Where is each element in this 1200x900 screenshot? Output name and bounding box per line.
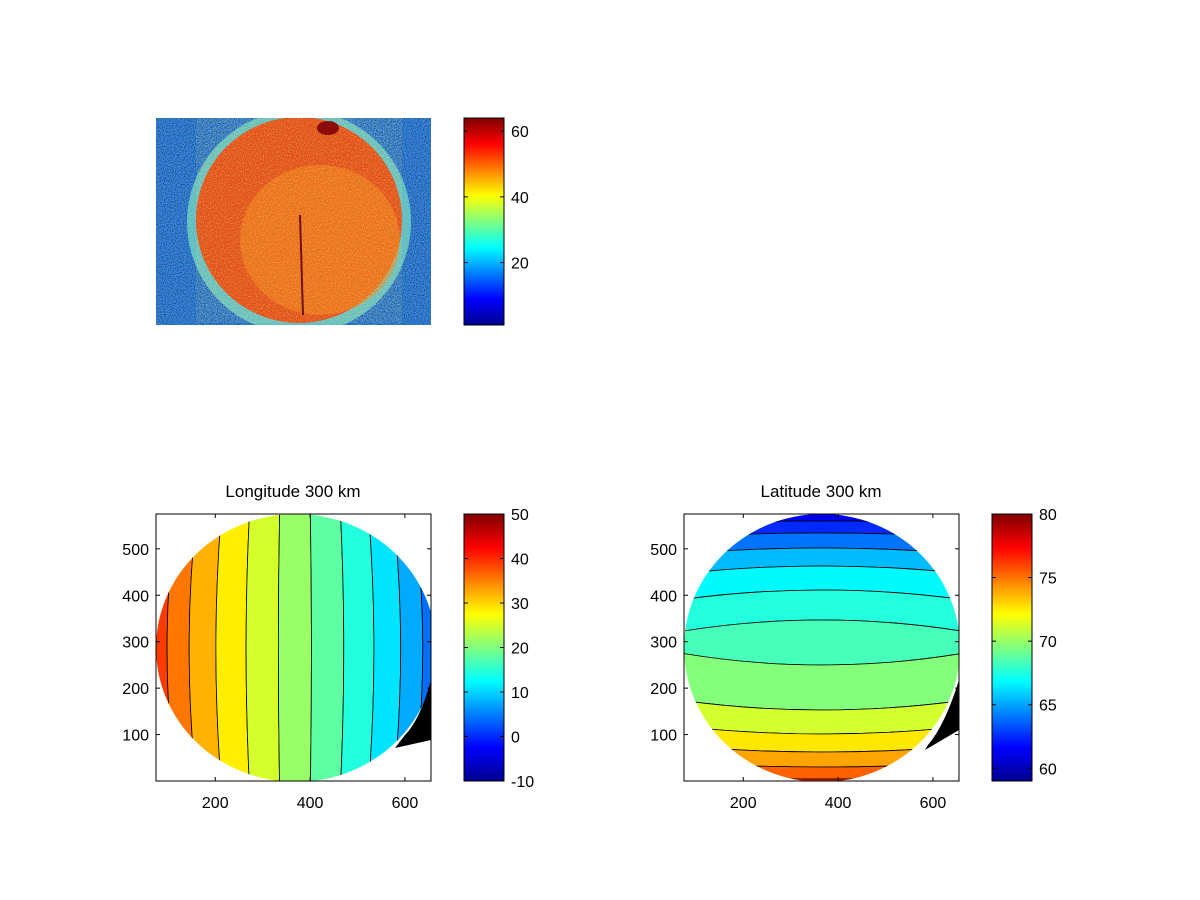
image-panel: [156, 118, 431, 325]
latitude-xtick-label: 400: [825, 795, 852, 812]
image-colorbar: 20 40 60: [463, 117, 529, 326]
longitude-ytick-label: 100: [122, 728, 149, 745]
longitude-contour-band: [277, 514, 312, 781]
longitude-contour-band: [215, 514, 251, 781]
latitude-contour-band: [670, 500, 975, 512]
longitude-colorbar-tick-label: 30: [511, 596, 529, 613]
longitude-colorbar-tick-label: 0: [511, 730, 520, 747]
longitude-ytick-label: 300: [122, 635, 149, 652]
longitude-contour-band: [411, 514, 431, 781]
latitude-ytick-label: 500: [650, 542, 677, 559]
latitude-colorbar-tick-label: 60: [1039, 761, 1057, 778]
longitude-xtick-label: 600: [392, 795, 419, 812]
latitude-colorbar-tick-label: 75: [1039, 571, 1057, 588]
longitude-colorbar-tick-label: 20: [511, 641, 529, 658]
longitude-title: Longitude 300 km: [225, 482, 360, 501]
longitude-colorbar: 50 40 30 20 10 0 -10: [463, 507, 534, 791]
dark-spot: [317, 121, 339, 135]
latitude-title: Latitude 300 km: [761, 482, 882, 501]
image-colorbar-tick-label: 60: [511, 124, 529, 141]
latitude-colorbar-tick-label: 80: [1039, 507, 1057, 524]
latitude-ytick-label: 200: [650, 681, 677, 698]
image-colorbar-tick-label: 20: [511, 256, 529, 273]
latitude-colorbar-tick-label: 70: [1039, 634, 1057, 651]
longitude-contour-band: [309, 514, 345, 781]
longitude-ytick-label: 200: [122, 681, 149, 698]
longitude-colorbar-tick-label: 50: [511, 507, 529, 524]
longitude-axes-box: [155, 513, 432, 782]
longitude-colorbar-tick-label: -10: [511, 774, 534, 791]
longitude-contour-band: [339, 514, 375, 781]
longitude-xtick-label: 400: [297, 795, 324, 812]
latitude-colorbar: 80 75 70 65 60: [991, 507, 1057, 782]
latitude-xtick-label: 200: [730, 795, 757, 812]
image-colorbar-tick-label: 40: [511, 190, 529, 207]
longitude-contour-band: [245, 514, 281, 781]
longitude-xtick-label: 200: [202, 795, 229, 812]
longitude-colorbar-tick-label: 40: [511, 552, 529, 569]
longitude-contour-band: [437, 500, 453, 800]
longitude-colorbar-tick-label: 10: [511, 685, 529, 702]
latitude-ytick-label: 300: [650, 635, 677, 652]
latitude-plot: 200 400 600 100 200 300 400 500: [650, 500, 975, 812]
dark-streak: [299, 214, 304, 316]
latitude-ytick-label: 100: [650, 728, 677, 745]
latitude-ytick-label: 400: [650, 588, 677, 605]
latitude-colorbar-tick-label: 65: [1039, 698, 1057, 715]
longitude-ytick-label: 400: [122, 588, 149, 605]
longitude-plot: 200 400 600 100 200 300 400 500: [122, 500, 453, 812]
longitude-ytick-label: 500: [122, 542, 149, 559]
latitude-xtick-label: 600: [920, 795, 947, 812]
latitude-axes-box: [683, 513, 960, 782]
